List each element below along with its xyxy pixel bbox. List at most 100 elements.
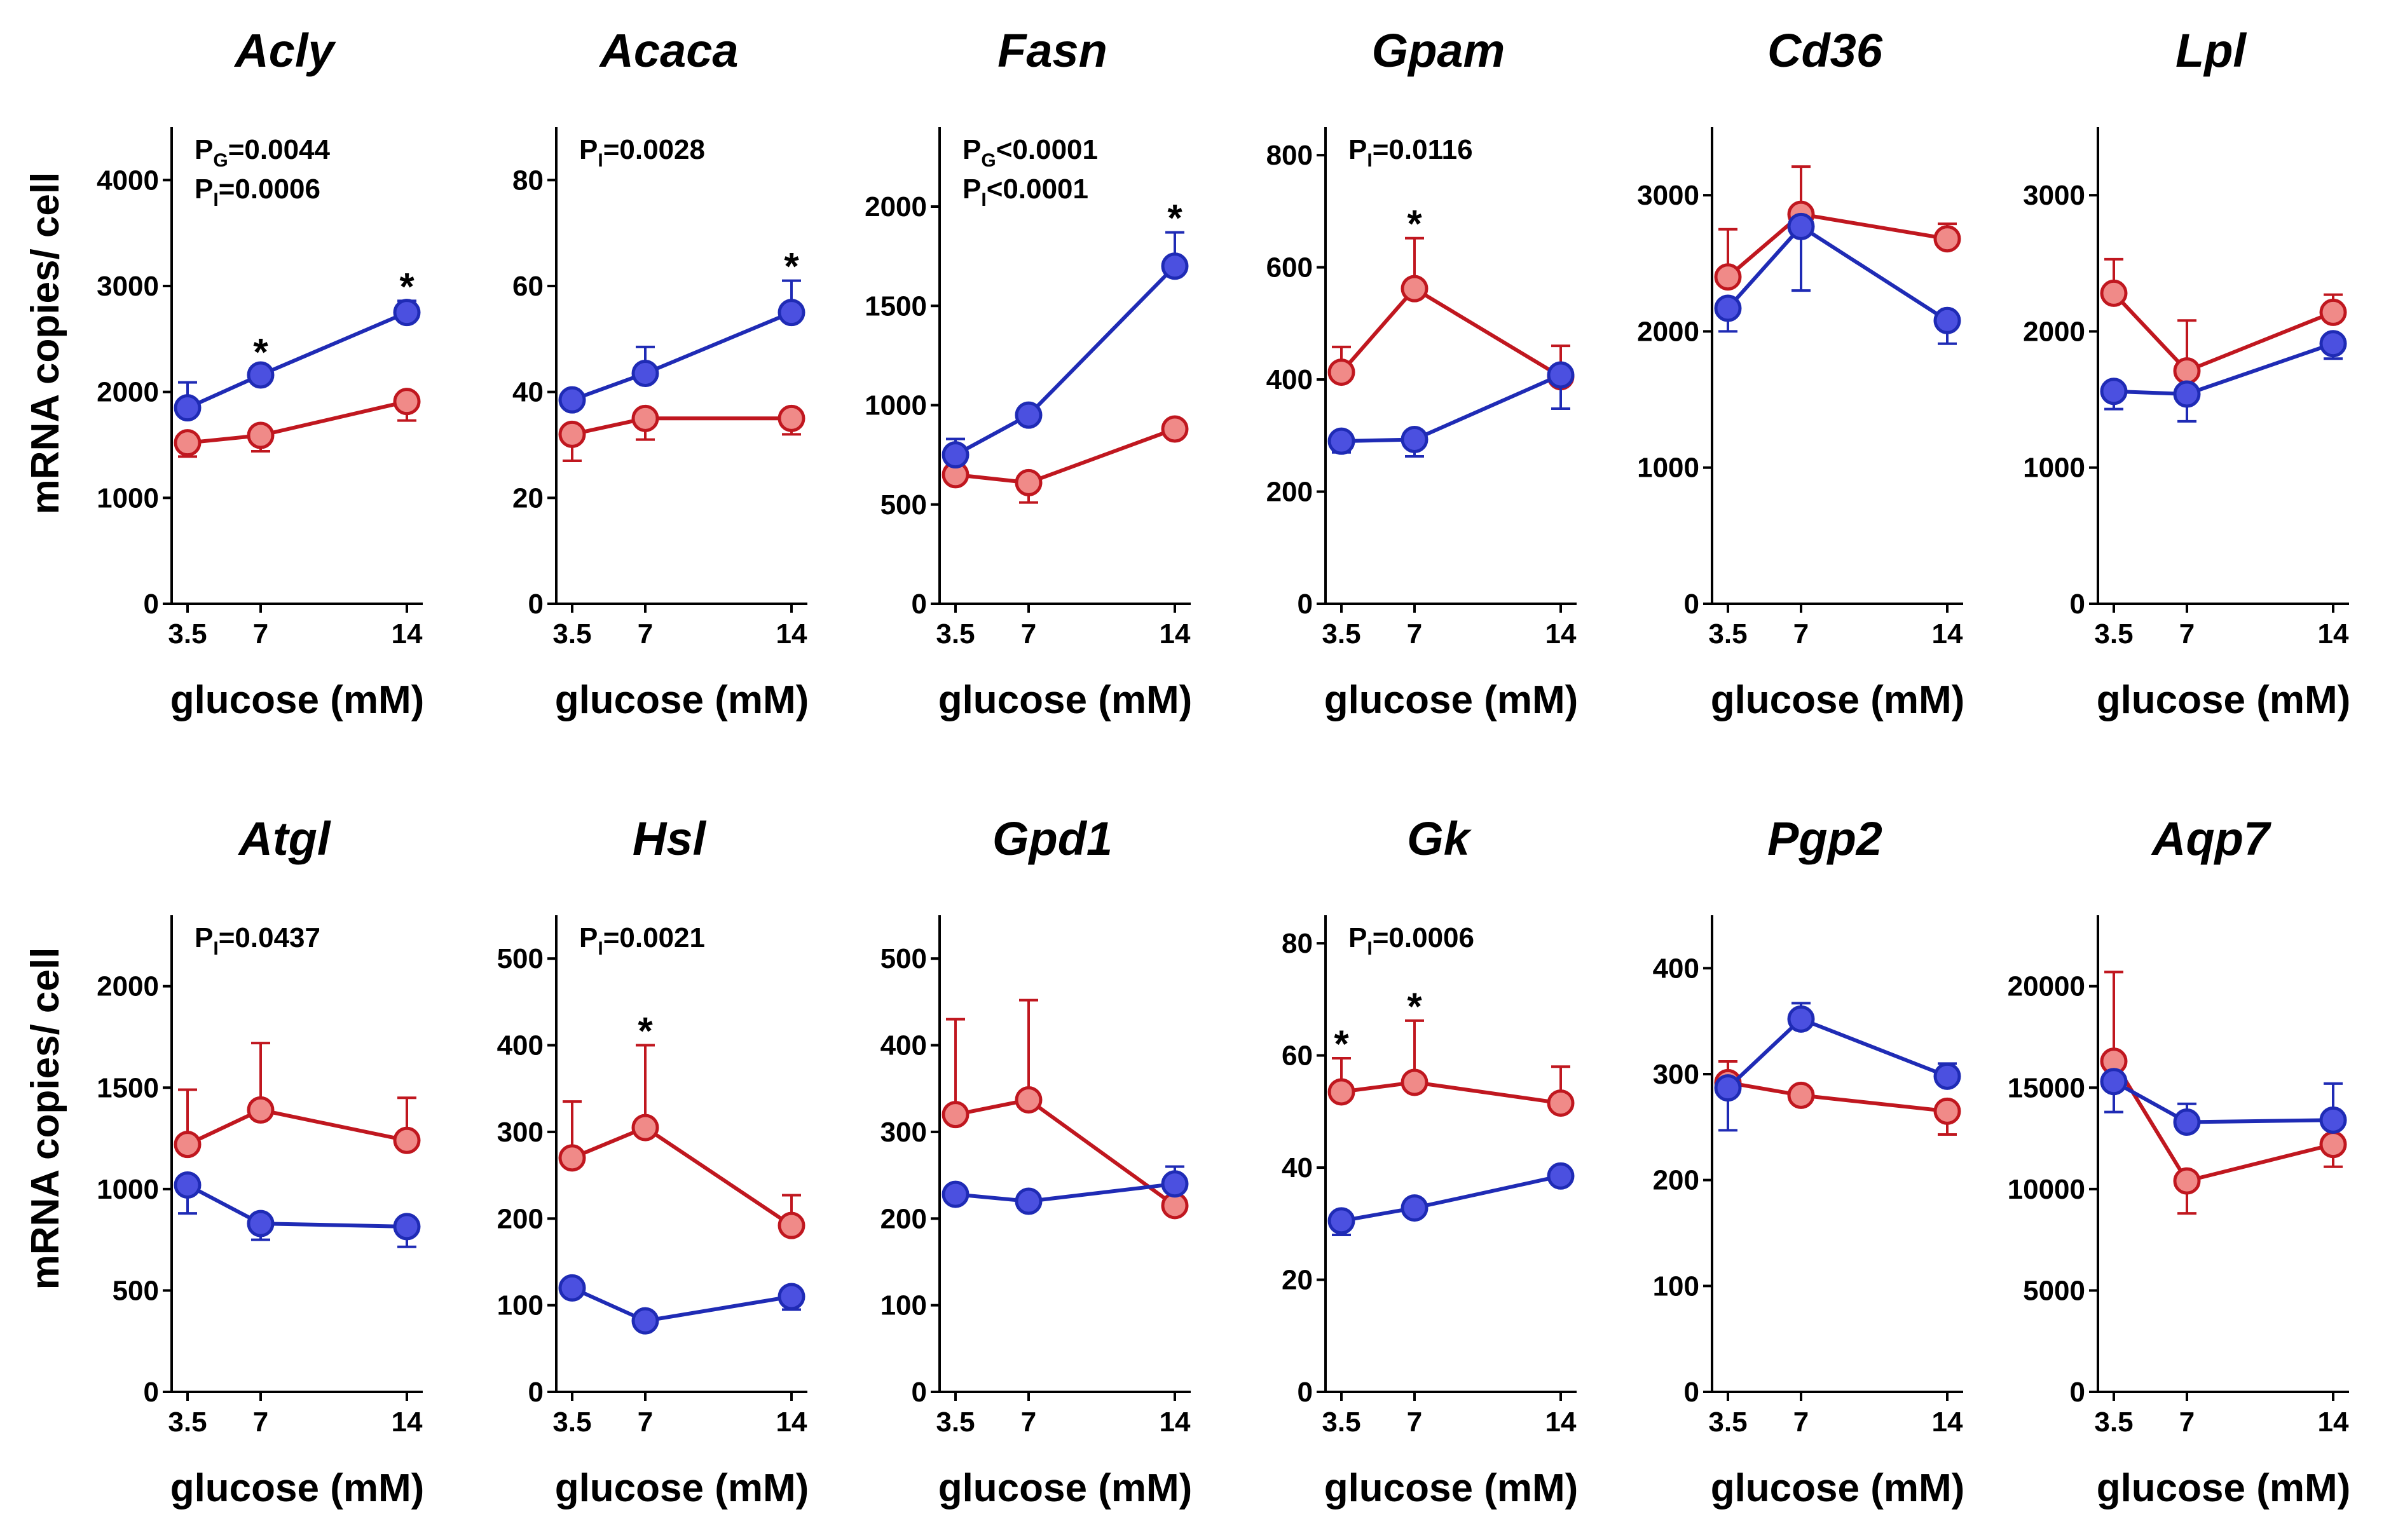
x-tick-label: 14 <box>1160 618 1191 650</box>
blue-data-point <box>1161 252 1189 280</box>
y-tick-label: 60 <box>512 271 544 302</box>
blue-data-point <box>1401 425 1428 453</box>
p-value-subscript: I <box>598 150 603 171</box>
blue-data-point <box>393 1213 421 1241</box>
blue-data-point <box>942 1180 969 1208</box>
blue-data-point <box>1714 294 1742 322</box>
y-tick-label: 1500 <box>865 290 927 322</box>
x-tick-label: 7 <box>253 1407 268 1438</box>
red-data-point <box>1015 468 1043 496</box>
y-tick-label: 200 <box>497 1203 544 1234</box>
blue-data-point <box>174 394 202 422</box>
panel-atgl: Atgl 0 500 1000 1500 2000 3.5 7 14 glucose (mM) PI… <box>97 812 424 1510</box>
x-tick-label: 14 <box>392 1407 423 1438</box>
p-value-text: =0.0021 <box>603 922 705 953</box>
blue-data-point <box>558 386 586 414</box>
y-tick-label: 800 <box>1266 140 1313 171</box>
panel-title: Gk <box>1407 812 1472 865</box>
x-axis-label: glucose (mM) <box>2097 678 2351 722</box>
blue-data-point <box>1327 427 1355 455</box>
x-tick-label: 7 <box>638 1407 653 1438</box>
y-tick-label: 1000 <box>1637 453 1699 484</box>
red-data-point <box>174 1131 202 1159</box>
panel-gpam: Gpam 0 200 400 600 800 3.5 7 14 glucose (mM) PI=0.… <box>1266 24 1579 722</box>
p-value-symbol: P <box>195 134 213 165</box>
p-value-text: =0.0006 <box>219 174 320 205</box>
p-value-subscript: G <box>213 150 228 171</box>
p-value-symbol: P <box>963 174 981 205</box>
y-tick-label: 40 <box>512 377 544 408</box>
blue-data-point <box>2173 1108 2201 1136</box>
p-value-annotation: PG=0.0044 <box>195 134 331 171</box>
p-value-annotation: PI=0.0437 <box>195 922 320 959</box>
blue-series-line <box>571 310 793 402</box>
y-tick-label: 20 <box>512 482 544 514</box>
blue-data-point <box>1547 361 1575 389</box>
red-data-point <box>1547 1089 1575 1117</box>
x-tick-label: 14 <box>392 618 423 650</box>
y-tick-label: 400 <box>880 1030 927 1061</box>
p-value-subscript: I <box>1367 150 1372 171</box>
y-tick-label: 0 <box>144 1377 159 1408</box>
significance-star: * <box>784 245 799 288</box>
p-value-annotation: PI=0.0006 <box>1348 922 1474 959</box>
x-tick-label: 7 <box>1407 1407 1422 1438</box>
blue-data-point <box>1787 212 1815 240</box>
blue-series-line <box>186 1183 408 1229</box>
x-tick-label: 3.5 <box>552 1407 591 1438</box>
red-series-line <box>186 1108 408 1147</box>
y-tick-label: 300 <box>880 1117 927 1148</box>
p-value-symbol: P <box>195 174 213 205</box>
panel-title: Lpl <box>2175 24 2247 77</box>
blue-data-point <box>631 1307 659 1335</box>
y-tick-label: 1500 <box>97 1072 159 1103</box>
blue-data-point <box>2319 1106 2347 1134</box>
p-value-annotation: PI=0.0006 <box>195 174 320 210</box>
blue-data-point <box>942 441 969 469</box>
blue-data-point <box>778 1283 805 1311</box>
panel-title: Gpd1 <box>992 812 1113 865</box>
blue-data-point <box>2100 1068 2128 1096</box>
panel-title: Acaca <box>598 24 738 77</box>
p-value-text: =0.0044 <box>228 134 331 165</box>
panel-fasn: Fasn 0 500 1000 1500 2000 3.5 7 14 glucose (mM) PG… <box>865 24 1192 722</box>
blue-data-point <box>558 1274 586 1302</box>
x-tick-label: 3.5 <box>1708 618 1747 650</box>
y-tick-label: 500 <box>113 1275 159 1306</box>
x-axis-label: glucose (mM) <box>170 1466 425 1510</box>
x-tick-label: 7 <box>1021 618 1036 650</box>
red-data-point <box>2100 279 2128 307</box>
x-tick-label: 14 <box>1545 618 1577 650</box>
blue-data-point <box>1401 1194 1428 1222</box>
panel-title: Fasn <box>997 24 1107 77</box>
y-tick-label: 2000 <box>97 377 159 408</box>
significance-star: * <box>1167 197 1182 240</box>
significance-star: * <box>253 331 268 374</box>
red-series-line <box>1727 212 1948 278</box>
red-data-point <box>942 1101 969 1129</box>
red-data-point <box>2319 1131 2347 1159</box>
x-tick-label: 3.5 <box>2094 1407 2133 1438</box>
y-tick-label: 0 <box>2070 589 2085 620</box>
blue-data-point <box>247 361 275 389</box>
red-series-line <box>187 399 408 445</box>
panel-gk: Gk 0 20 40 60 80 3.5 7 14 glucose (mM) PI=0.0006 * * <box>1282 812 1578 1510</box>
blue-data-point <box>174 1171 202 1199</box>
y-tick-label: 60 <box>1282 1040 1313 1072</box>
panel-pgp2: Pgp2 0 100 200 300 400 3.5 7 14 glucose (mM) <box>1653 812 1965 1510</box>
panel-gpd1: Gpd1 0 100 200 300 400 500 3.5 7 14 glucose (mM) <box>880 812 1193 1510</box>
y-tick-label: 400 <box>1653 953 1699 984</box>
x-tick-label: 14 <box>776 1407 807 1438</box>
y-tick-label: 2000 <box>865 191 927 222</box>
red-data-point <box>1161 415 1189 443</box>
y-tick-label: 100 <box>880 1290 927 1321</box>
p-value-subscript: I <box>598 938 603 959</box>
x-axis-label: glucose (mM) <box>555 1466 809 1510</box>
p-value-text: <0.0001 <box>987 174 1088 205</box>
y-tick-label: 400 <box>497 1030 544 1061</box>
p-value-subscript: G <box>981 150 996 171</box>
y-tick-label: 20000 <box>2008 971 2085 1002</box>
p-value-subscript: I <box>213 189 218 210</box>
y-tick-label: 3000 <box>1637 180 1699 211</box>
p-value-subscript: I <box>981 189 986 210</box>
